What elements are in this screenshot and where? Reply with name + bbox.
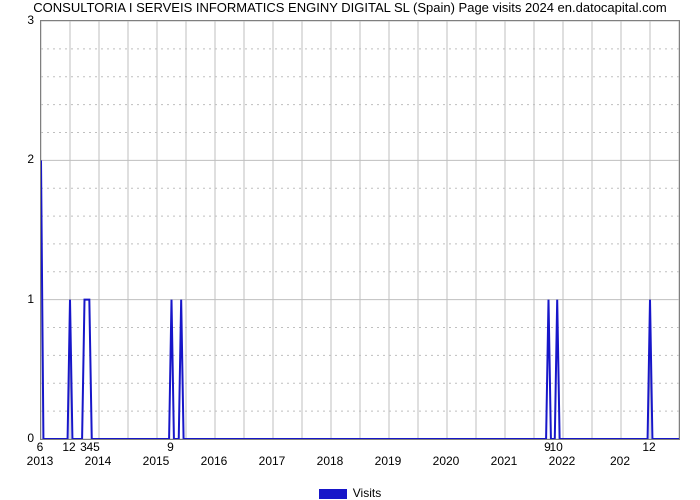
x-year-label: 2019 (375, 454, 402, 468)
legend-swatch (319, 489, 347, 499)
x-month-label: 12 (62, 440, 75, 454)
x-month-label: 9 (167, 440, 174, 454)
x-month-label: 6 (37, 440, 44, 454)
x-year-label: 2015 (143, 454, 170, 468)
x-year-label: 2016 (201, 454, 228, 468)
x-year-label: 2017 (259, 454, 286, 468)
legend: Visits (0, 486, 700, 500)
x-year-label: 202 (610, 454, 630, 468)
x-year-label: 2020 (433, 454, 460, 468)
y-tick-label: 3 (4, 13, 34, 27)
y-tick-label: 0 (4, 431, 34, 445)
legend-label: Visits (353, 486, 381, 500)
x-year-label: 2018 (317, 454, 344, 468)
x-year-label: 2013 (27, 454, 54, 468)
x-month-label: 10 (550, 440, 563, 454)
y-tick-label: 1 (4, 292, 34, 306)
x-year-label: 2022 (549, 454, 576, 468)
chart-title: CONSULTORIA I SERVEIS INFORMATICS ENGINY… (0, 0, 700, 15)
x-month-label: 12 (642, 440, 655, 454)
y-tick-label: 2 (4, 152, 34, 166)
x-year-label: 2014 (85, 454, 112, 468)
plot-area (40, 20, 680, 440)
x-year-label: 2021 (491, 454, 518, 468)
x-month-label: 45 (86, 440, 99, 454)
